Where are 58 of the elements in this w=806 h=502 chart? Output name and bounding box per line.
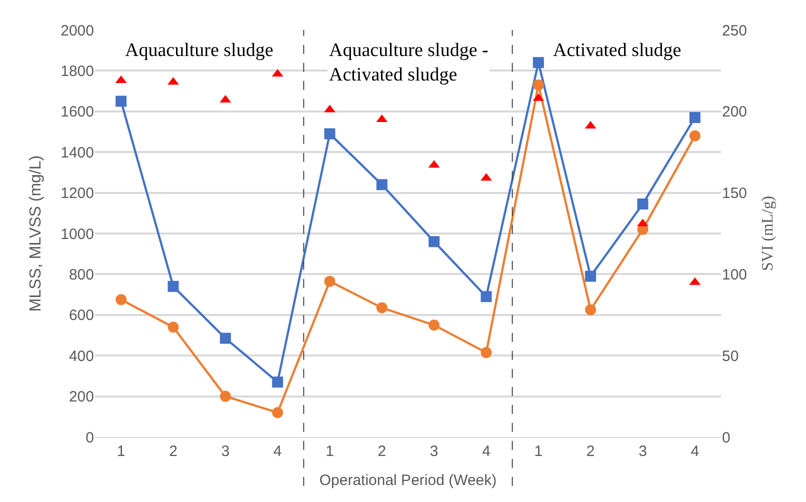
x-tick-label: 1 bbox=[116, 443, 126, 460]
point bbox=[428, 236, 440, 248]
point bbox=[116, 294, 127, 306]
y-tick-label: 1400 bbox=[60, 144, 94, 162]
point bbox=[532, 79, 544, 90]
y2-tick-label: 100 bbox=[722, 266, 748, 284]
x-tick-label: 2 bbox=[586, 443, 595, 460]
y2-tick-label: 50 bbox=[722, 348, 739, 365]
y-tick-label: 200 bbox=[68, 388, 94, 406]
y2-axis-title: SVI (mL/g) bbox=[760, 196, 777, 272]
point bbox=[116, 96, 127, 107]
point bbox=[689, 112, 700, 124]
point bbox=[324, 276, 336, 287]
x-tick-label: 4 bbox=[482, 443, 490, 460]
x-tick-label: 3 bbox=[430, 443, 438, 460]
point bbox=[428, 320, 440, 331]
point bbox=[689, 130, 700, 142]
y-tick-label: 2000 bbox=[60, 22, 94, 40]
point bbox=[220, 390, 231, 402]
point bbox=[324, 128, 336, 140]
annotation: Aquaculture sludge - Activated sludge bbox=[329, 40, 488, 86]
y2-tick-label: 200 bbox=[722, 104, 748, 121]
y-axis-title: MLSS, MLVSS (mg/L) bbox=[28, 155, 45, 312]
point bbox=[168, 322, 179, 333]
point bbox=[272, 407, 284, 418]
y-tick-label: 1000 bbox=[60, 226, 94, 243]
x-tick-label: 4 bbox=[690, 443, 700, 460]
point bbox=[376, 179, 388, 190]
point bbox=[585, 270, 596, 282]
y-tick-label: 0 bbox=[86, 429, 94, 446]
x-tick-label: 3 bbox=[221, 443, 230, 460]
point bbox=[532, 57, 544, 68]
point bbox=[480, 347, 492, 358]
y-tick-label: 400 bbox=[68, 348, 94, 365]
point bbox=[376, 302, 388, 314]
point bbox=[220, 332, 231, 344]
point bbox=[585, 304, 596, 316]
x-tick-label: 1 bbox=[326, 443, 334, 460]
point bbox=[637, 198, 648, 210]
x-tick-label: 2 bbox=[169, 443, 178, 460]
x-tick-label: 2 bbox=[378, 443, 386, 460]
y2-tick-label: 0 bbox=[722, 429, 730, 446]
x-axis-title: Operational Period (Week) bbox=[319, 472, 497, 489]
y-tick-label: 800 bbox=[68, 266, 94, 284]
y2-tick-label: 150 bbox=[722, 185, 748, 202]
point bbox=[168, 280, 179, 292]
y-tick-label: 1600 bbox=[60, 104, 94, 121]
y-tick-label: 600 bbox=[68, 307, 94, 324]
x-tick-label: 4 bbox=[273, 443, 282, 460]
y-tick-label: 1200 bbox=[60, 185, 94, 202]
y2-tick-label: 250 bbox=[722, 22, 748, 40]
x-tick-label: 1 bbox=[534, 443, 543, 460]
point bbox=[272, 376, 284, 388]
x-tick-label: 3 bbox=[638, 443, 647, 460]
annotation: Activated sludge bbox=[553, 40, 682, 61]
y-tick-label: 1800 bbox=[60, 62, 94, 80]
annotation: Aquaculture sludge bbox=[125, 40, 274, 61]
point bbox=[480, 291, 492, 302]
